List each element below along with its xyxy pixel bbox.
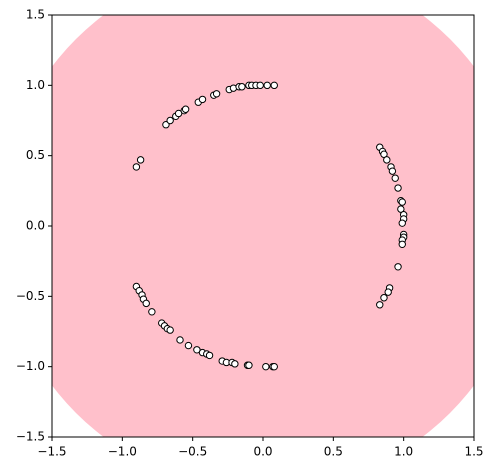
x-tick-label: −1.0 (108, 445, 137, 459)
y-tick-label: −1.5 (16, 430, 45, 444)
point (238, 83, 246, 91)
point (270, 362, 278, 371)
point (166, 326, 174, 334)
point (262, 362, 270, 371)
point (380, 294, 388, 302)
point (176, 336, 184, 344)
point (142, 299, 150, 308)
point (380, 150, 388, 158)
x-tick-label: 0.5 (324, 445, 343, 459)
point (376, 301, 384, 309)
point (136, 156, 145, 164)
point (193, 346, 201, 354)
point (205, 351, 214, 360)
point (181, 105, 190, 113)
point (398, 198, 406, 206)
point (383, 156, 391, 164)
point (398, 240, 406, 248)
y-tick-label: −1.0 (16, 359, 45, 373)
point (263, 81, 271, 90)
x-tick-label: −0.5 (178, 445, 207, 459)
point (132, 163, 141, 171)
point (270, 81, 278, 90)
x-tick-label: 1.5 (464, 445, 483, 459)
y-tick-label: 0.0 (26, 219, 45, 233)
point (231, 360, 239, 368)
point (394, 263, 402, 271)
point (166, 116, 174, 125)
x-tick-label: 1.0 (394, 445, 413, 459)
y-tick-label: 1.0 (26, 78, 45, 92)
point (394, 184, 402, 192)
point (198, 95, 207, 104)
point (256, 81, 264, 90)
point (162, 121, 170, 129)
point (388, 167, 397, 175)
point (398, 219, 406, 227)
point (148, 308, 156, 316)
x-tick-label: −1.5 (37, 445, 66, 459)
point (174, 109, 183, 118)
y-tick-label: 1.5 (26, 8, 45, 22)
point (397, 205, 405, 213)
point (245, 361, 253, 369)
point (184, 341, 193, 350)
point (391, 174, 399, 182)
y-tick-label: −0.5 (16, 289, 45, 303)
point (384, 288, 392, 296)
x-tick-label: 0.0 (253, 445, 272, 459)
y-tick-label: 0.5 (26, 148, 45, 162)
point (212, 90, 221, 98)
